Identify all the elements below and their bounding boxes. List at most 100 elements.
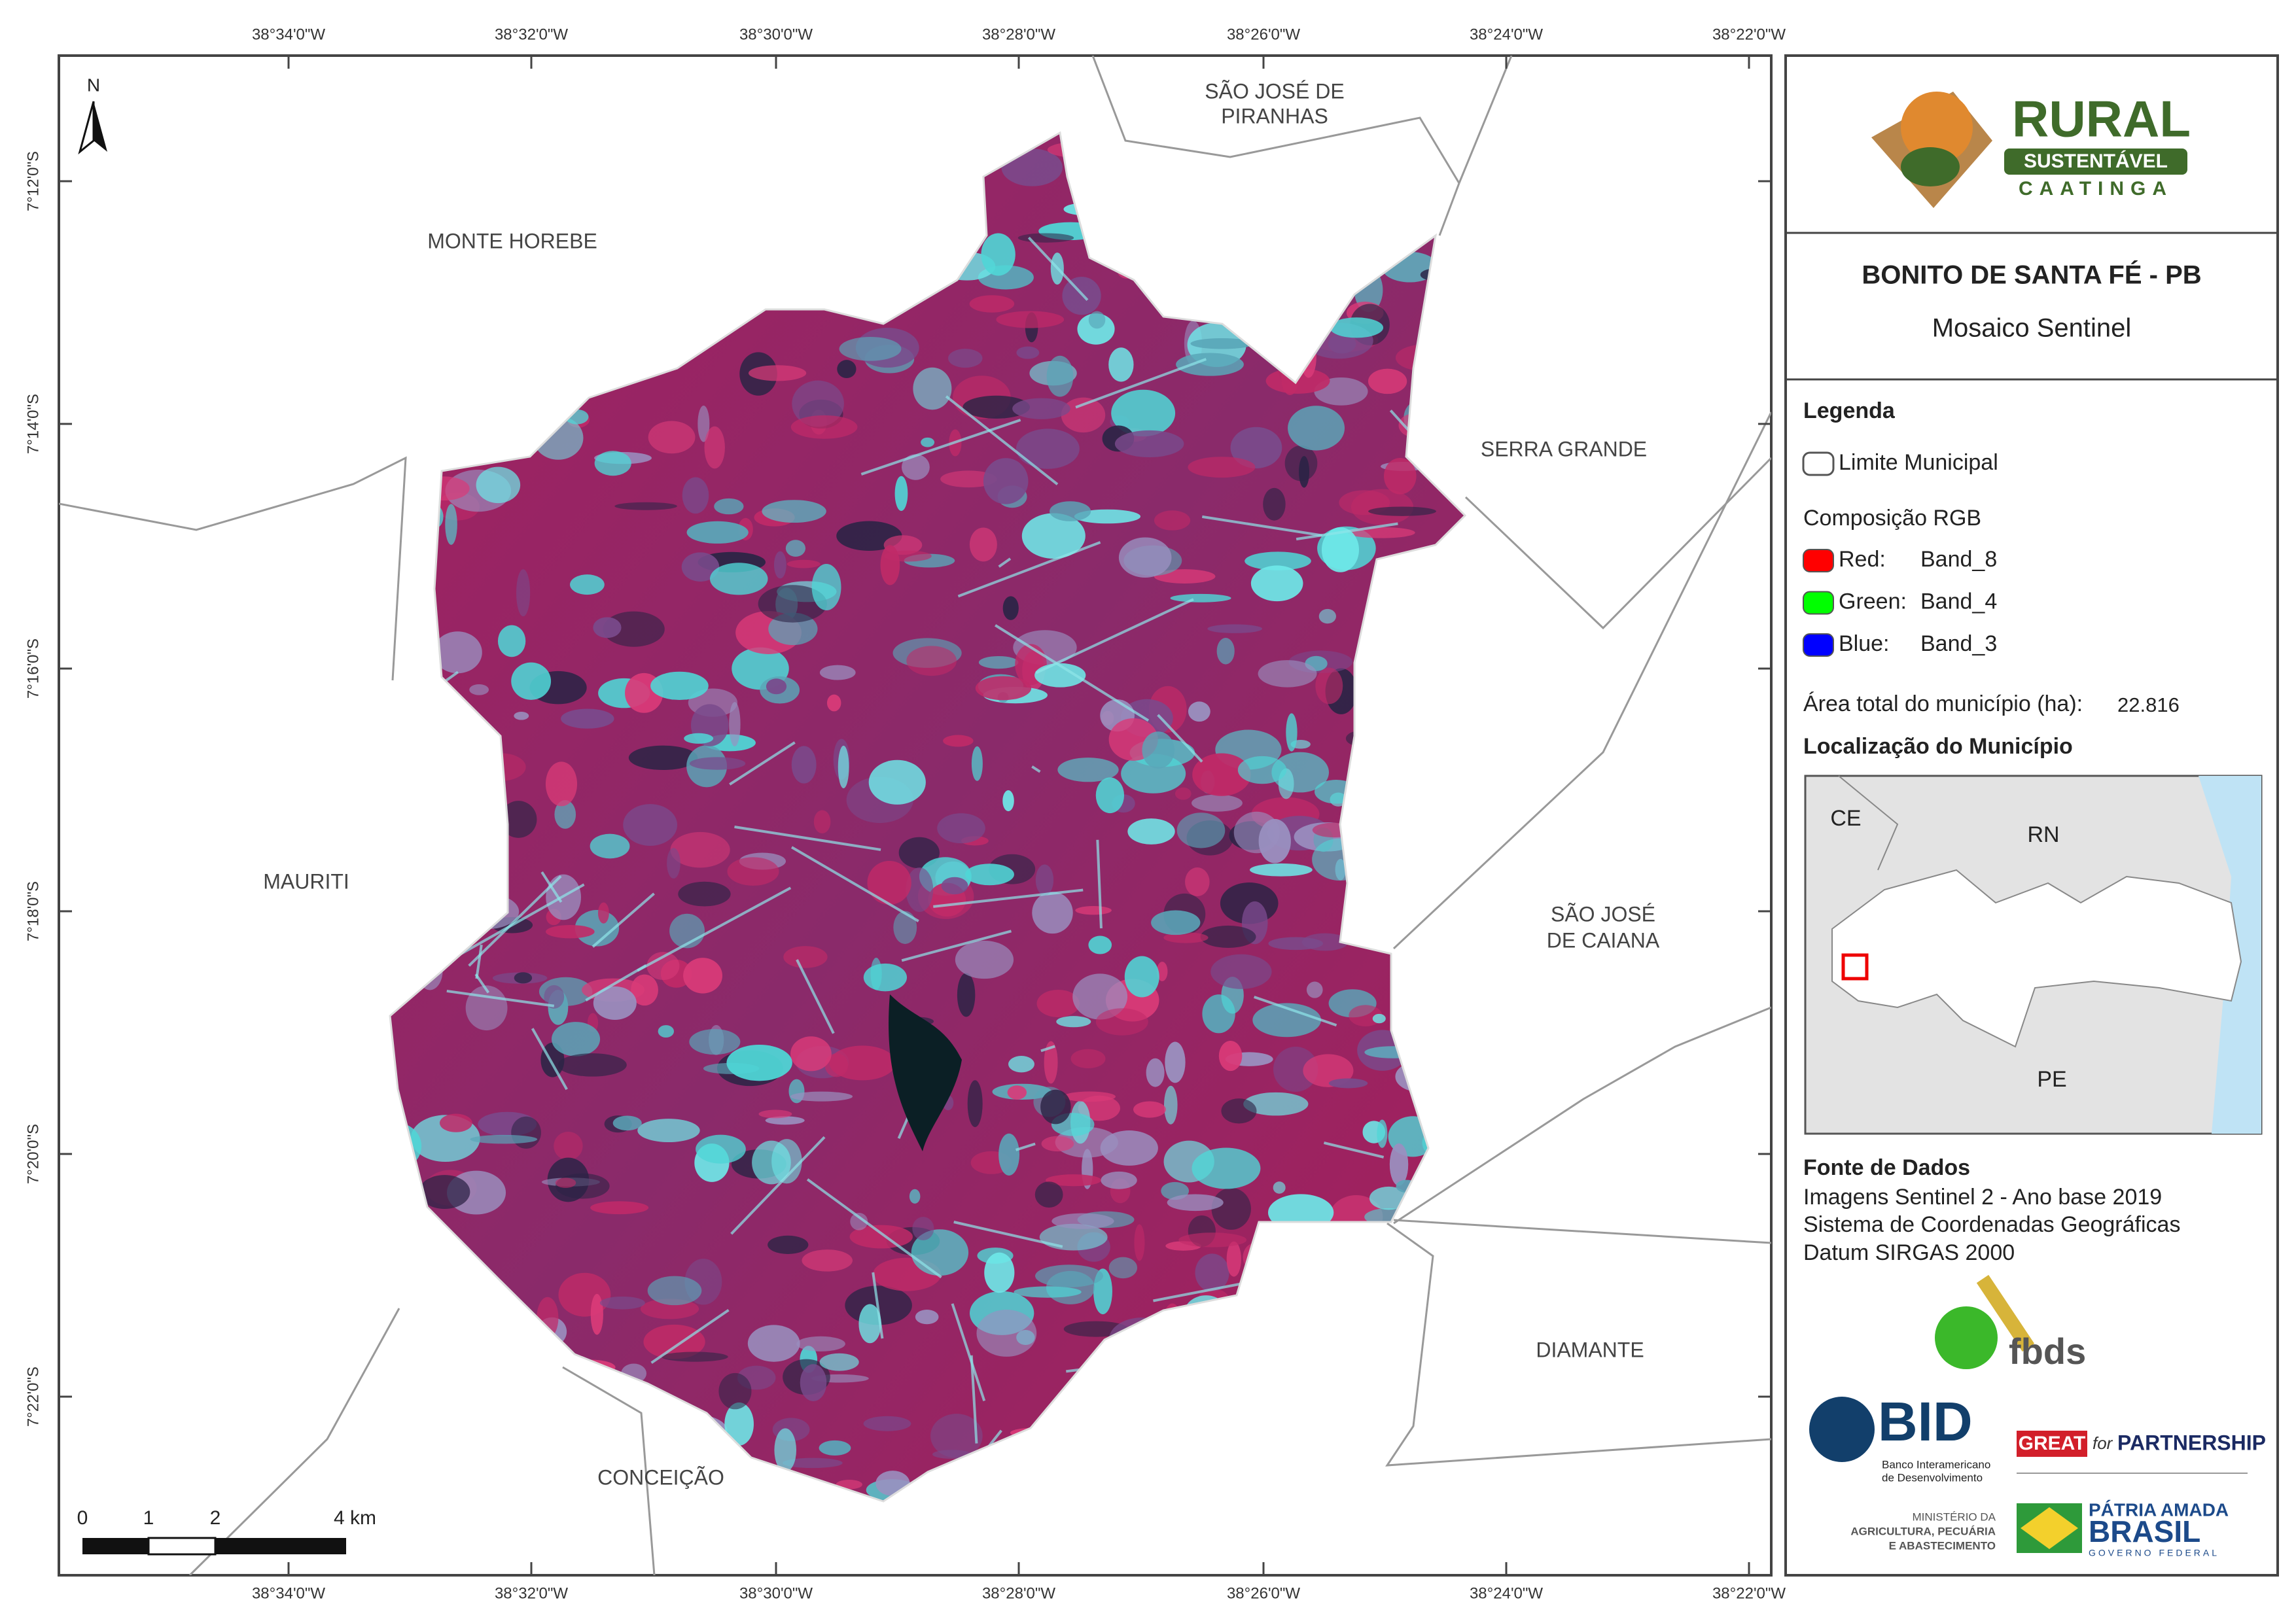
lat-label: 7°20'0"S <box>24 1124 42 1184</box>
texture-spot <box>1389 1143 1409 1186</box>
texture-spot <box>811 564 841 610</box>
texture-spot <box>1185 867 1210 897</box>
scale-label: 1 <box>143 1507 154 1529</box>
texture-spot <box>1258 660 1317 688</box>
texture-spot <box>911 1229 969 1276</box>
texture-spot <box>996 311 1065 328</box>
place-label: PIRANHAS <box>1221 104 1328 128</box>
texture-spot <box>1176 812 1226 848</box>
texture-road <box>1035 598 1194 674</box>
inset-state <box>1831 869 2242 1048</box>
texture-spot <box>1108 347 1134 382</box>
texture-spot <box>1075 906 1112 915</box>
ministry-text: AGRICULTURA, PECUÁRIA <box>1850 1525 1996 1537</box>
texture-spot <box>1146 1058 1165 1087</box>
texture-spot <box>1021 513 1086 559</box>
texture-spot <box>514 711 529 720</box>
texture-spot <box>796 1336 845 1352</box>
reservoir <box>889 994 962 1151</box>
texture-road <box>1296 522 1398 541</box>
texture-spot <box>597 902 609 924</box>
texture-spot <box>544 985 565 1009</box>
texture-road <box>453 883 585 959</box>
north-arrow: N <box>78 75 107 155</box>
logo-sun <box>1901 92 1973 164</box>
texture-spot <box>1014 1286 1082 1298</box>
texture-spot <box>863 1416 911 1431</box>
logo-text: RURAL <box>2012 90 2191 148</box>
texture-spot <box>682 477 709 514</box>
texture-spot <box>1351 489 1414 525</box>
legend-band: Band_3 <box>1920 631 1997 656</box>
texture-spot <box>1368 368 1407 394</box>
texture-spot <box>943 735 974 747</box>
texture-road <box>1096 839 1103 929</box>
texture-spot <box>901 454 930 480</box>
texture-spot <box>790 415 858 439</box>
lat-label: 7°18'0"S <box>24 881 42 941</box>
texture-spot <box>511 662 552 700</box>
texture-spot <box>965 864 1014 886</box>
inset-map: CE RN PE <box>1804 775 2263 1135</box>
texture-spot <box>516 569 531 617</box>
texture-spot <box>829 1045 896 1081</box>
texture-spot <box>1040 1089 1071 1125</box>
legend-label: Blue: <box>1839 631 1890 656</box>
texture-spot <box>1127 818 1175 845</box>
texture-spot <box>1118 537 1172 578</box>
texture-spot <box>445 504 457 545</box>
texture-spot <box>819 1440 851 1456</box>
texture-spot <box>689 757 746 770</box>
texture-road <box>468 875 562 967</box>
lon-label: 38°34'0"W <box>252 26 325 43</box>
texture-spot <box>1163 1085 1178 1125</box>
ministry-text: E ABASTECIMENTO <box>1889 1539 1996 1552</box>
texture-spot <box>470 1134 538 1144</box>
texture-spot <box>726 1044 792 1081</box>
municipality-boundary <box>389 131 1467 1503</box>
legend-label: Red: <box>1839 547 1886 572</box>
legend-swatch <box>1803 549 1834 572</box>
source-line: Imagens Sentinel 2 - Ano base 2019 <box>1803 1185 2162 1210</box>
texture-spot <box>884 550 932 562</box>
arrow-half <box>94 101 107 152</box>
texture-spot <box>704 426 725 469</box>
lat-label: 7°14'0"S <box>24 394 42 454</box>
texture-spot <box>837 360 857 379</box>
texture-spot <box>867 860 911 905</box>
texture-spot <box>1034 1181 1063 1208</box>
texture-spot <box>981 233 1016 276</box>
texture-spot <box>643 1324 705 1359</box>
texture-spot <box>439 1113 472 1132</box>
texture-spot <box>1061 397 1106 433</box>
texture-road <box>796 959 835 1034</box>
texture-road <box>933 888 1084 908</box>
lon-label: 38°30'0"W <box>739 26 813 43</box>
texture-spot <box>1007 1085 1027 1100</box>
texture-spot <box>465 985 508 1031</box>
texture-spot <box>765 1116 805 1125</box>
texture-spot <box>771 1139 802 1184</box>
texture-spot <box>1190 338 1254 349</box>
brasil-text: PÁTRIA AMADA <box>2089 1499 2229 1520</box>
texture-spot <box>969 295 1015 313</box>
texture-spot <box>1016 428 1080 469</box>
texture-spot <box>1192 753 1251 796</box>
area-value: 22.816 <box>2117 693 2180 716</box>
texture-spot <box>1263 487 1286 521</box>
lon-label: 38°22'0"W <box>1712 26 1786 43</box>
texture-spot <box>554 800 576 829</box>
bid-symbol <box>1809 1397 1875 1462</box>
texture-spot <box>1273 1046 1318 1092</box>
texture-spot <box>1318 608 1336 624</box>
texture-spot <box>1252 1003 1322 1038</box>
texture-spot <box>915 1310 939 1325</box>
coordinate-labels: 38°34'0"W 38°34'0"W 38°32'0"W 38°32'0"W 38°3… <box>24 26 1786 1602</box>
texture-spot <box>476 466 521 504</box>
texture-spot <box>774 1428 797 1473</box>
texture-spot <box>433 631 482 674</box>
texture-spot <box>696 1134 746 1164</box>
texture-spot <box>826 694 841 712</box>
texture-road <box>1015 1142 1036 1151</box>
